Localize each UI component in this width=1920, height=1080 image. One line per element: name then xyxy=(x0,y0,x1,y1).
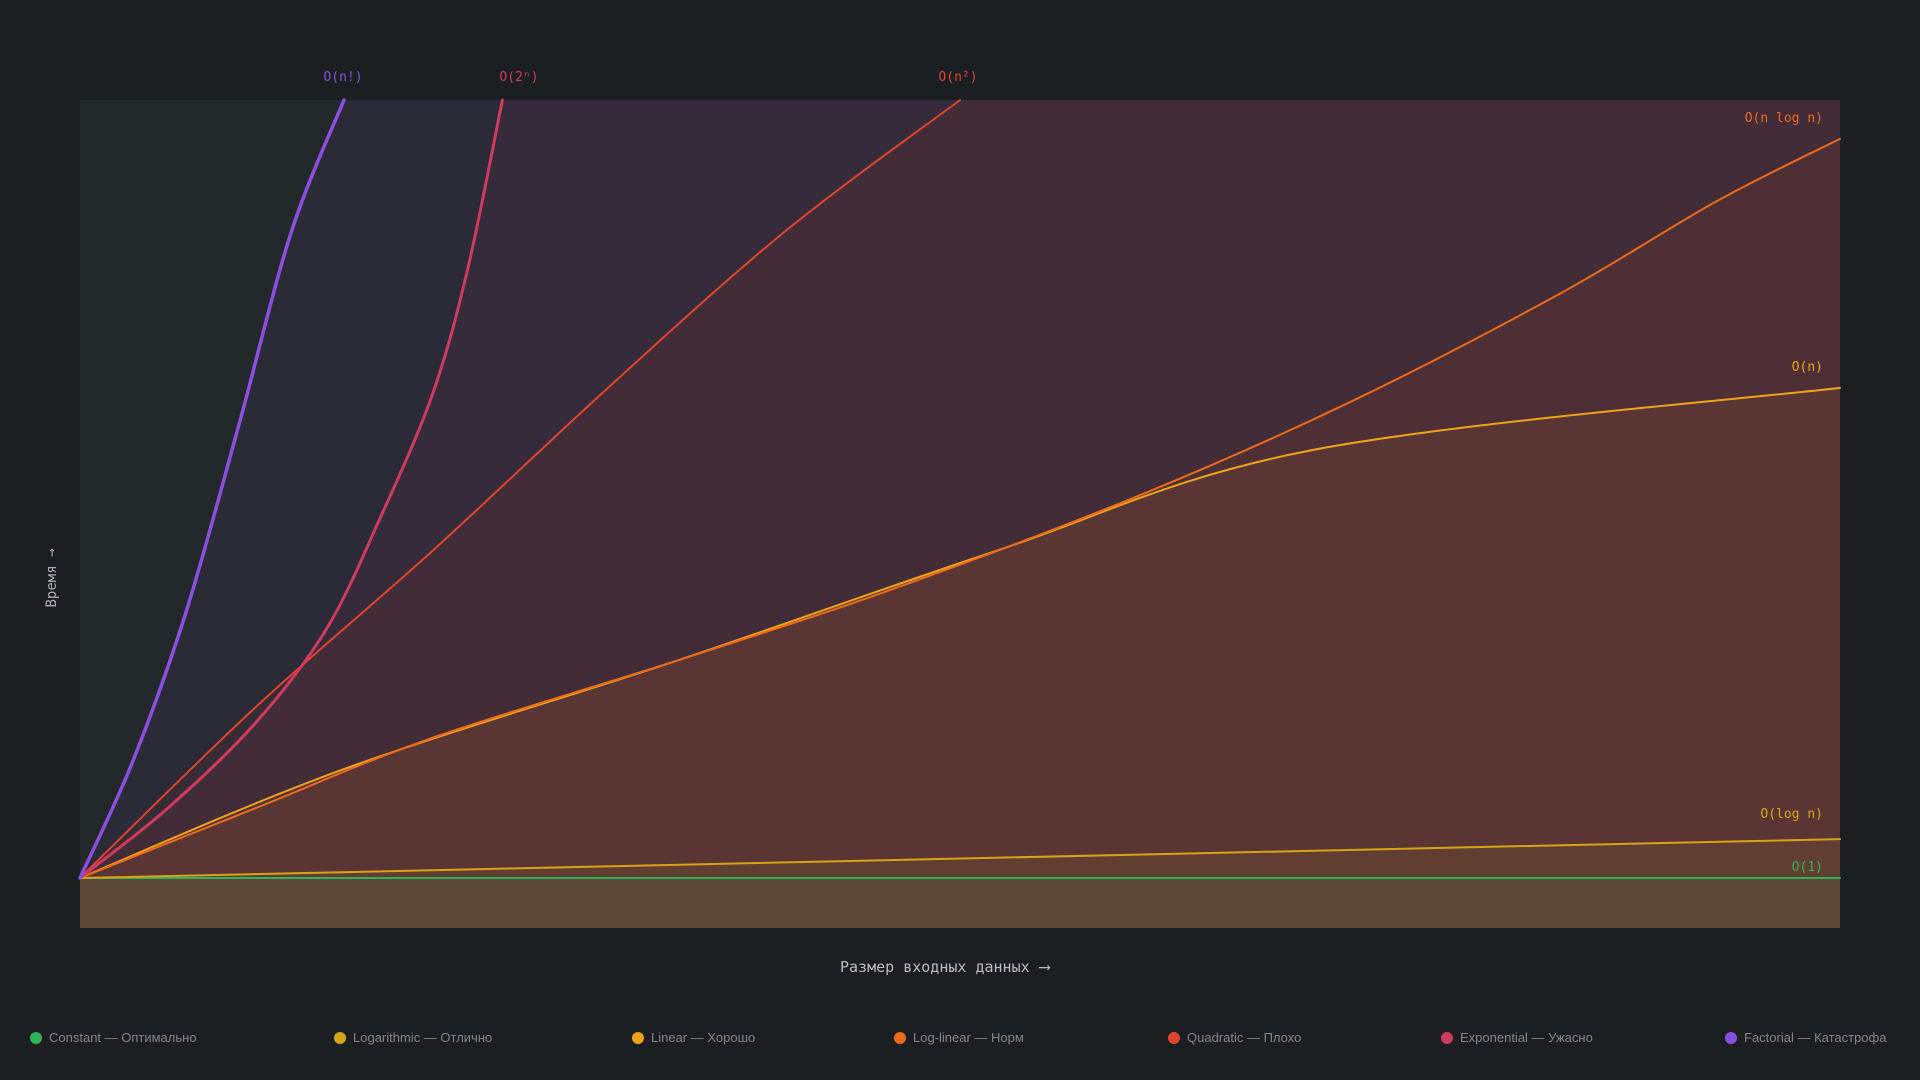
label-exponential: O(2ⁿ) xyxy=(499,70,538,85)
legend-item-linear: Linear — Хорошо xyxy=(632,1030,755,1045)
legend-dot-icon xyxy=(894,1031,906,1044)
legend-label: Exponential — Ужасно xyxy=(1460,1030,1593,1045)
line-exponential xyxy=(78,98,504,880)
legend-dot-icon xyxy=(632,1031,644,1044)
legend-dot-icon xyxy=(1725,1031,1737,1044)
y-axis-label-wrap: Время → xyxy=(28,470,76,607)
fill-constant xyxy=(80,878,1840,928)
arrow-right-icon: ⟶ xyxy=(1039,957,1050,976)
line-factorial xyxy=(78,98,346,880)
series-labels: O(1) O(log n) O(n) O(n log n) O(n²) O(2ⁿ) O(n!… xyxy=(323,70,1823,875)
fill-log xyxy=(80,839,1840,928)
line-quadratic xyxy=(79,99,961,879)
y-axis-label-text: Время xyxy=(44,565,60,608)
legend-item-constant: Constant — Оптимально xyxy=(30,1030,197,1045)
legend-dot-icon xyxy=(1168,1031,1180,1044)
fill-exponential xyxy=(80,100,1840,928)
legend-item-log: Logarithmic — Отлично xyxy=(334,1030,492,1045)
plot-area xyxy=(80,100,1840,928)
fill-nlogn xyxy=(80,138,1840,928)
area-fills xyxy=(80,100,1840,928)
legend-dot-icon xyxy=(30,1031,42,1044)
x-axis-label-text: Размер входных данных xyxy=(840,957,1030,976)
series-lines xyxy=(78,98,1841,880)
y-axis-label: Время → xyxy=(44,548,60,607)
fill-factorial xyxy=(80,100,1840,928)
label-nlogn: O(n log n) xyxy=(1745,111,1823,126)
legend-dot-icon xyxy=(1441,1031,1453,1044)
label-quadratic: O(n²) xyxy=(938,70,977,85)
legend-label: Logarithmic — Отлично xyxy=(353,1030,493,1045)
x-axis-label: Размер входных данных ⟶ xyxy=(840,957,1049,976)
label-constant: O(1) xyxy=(1792,860,1823,875)
legend-label: Log-linear — Норм xyxy=(913,1030,1024,1045)
line-linear xyxy=(79,386,1841,879)
line-log xyxy=(79,838,1841,879)
legend-item-quadratic: Quadratic — Плохо xyxy=(1168,1030,1301,1045)
legend-item-nlogn: Log-linear — Норм xyxy=(894,1030,1024,1045)
label-linear: O(n) xyxy=(1792,360,1823,375)
legend: Constant — Оптимально Logarithmic — Отлич… xyxy=(0,1030,1920,1054)
legend-label: Quadratic — Плохо xyxy=(1187,1030,1302,1045)
line-nlogn xyxy=(79,137,1841,879)
arrow-up-icon: → xyxy=(44,548,60,557)
legend-dot-icon xyxy=(334,1031,346,1044)
label-log: O(log n) xyxy=(1760,807,1823,822)
legend-label: Constant — Оптимально xyxy=(49,1030,197,1045)
legend-item-factorial: Factorial — Катастрофа xyxy=(1725,1030,1886,1045)
legend-label: Factorial — Катастрофа xyxy=(1744,1030,1887,1045)
fill-quadratic xyxy=(80,100,1840,928)
legend-label: Linear — Хорошо xyxy=(651,1030,756,1045)
label-factorial: O(n!) xyxy=(323,70,362,85)
legend-item-exponential: Exponential — Ужасно xyxy=(1441,1030,1593,1045)
fill-linear xyxy=(80,387,1840,928)
